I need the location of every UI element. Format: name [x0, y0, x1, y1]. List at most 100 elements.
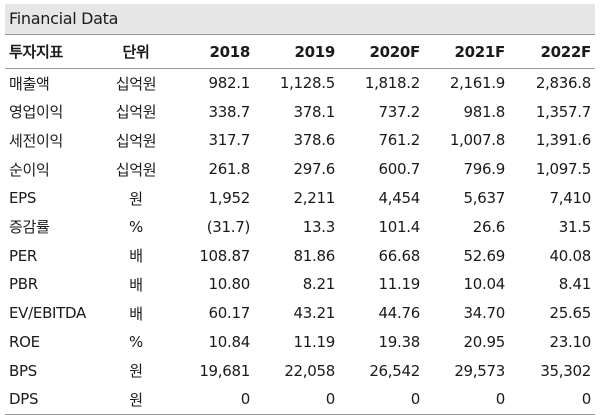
table-cell-value: 108.87 — [199, 246, 250, 265]
table-row: 세전이익 십억원 317.7 378.6 761.2 1,007.8 1,391.6 — [5, 126, 595, 155]
row-unit: 십억원 — [115, 131, 157, 150]
table-cell-value: 8.21 — [302, 275, 336, 294]
table-cell-value: 31.5 — [558, 217, 592, 236]
table-cell-value: 1,391.6 — [535, 131, 591, 150]
row-unit: % — [129, 217, 143, 236]
table-cell-value: 600.7 — [378, 160, 421, 179]
column-header-indicator: 투자지표 — [9, 43, 64, 61]
table-cell-value: 101.4 — [378, 217, 421, 236]
table-cell-value: 761.2 — [378, 131, 421, 150]
row-label: 세전이익 — [9, 131, 64, 150]
row-label: 증감률 — [9, 218, 50, 237]
table-cell-value: 52.69 — [463, 246, 506, 265]
row-unit: 십억원 — [115, 74, 157, 93]
table-cell-value: 378.6 — [293, 131, 336, 150]
table-cell-value: 1,952 — [208, 189, 251, 208]
table-row: EV/EBITDA 배 60.17 43.21 44.76 34.70 25.65 — [5, 299, 595, 328]
table-cell-value: 35,302 — [540, 361, 591, 380]
table-cell-value: 22,058 — [284, 361, 335, 380]
table-cell-value: 0 — [325, 390, 336, 409]
table-cell-value: 2,211 — [293, 189, 336, 208]
row-label: 매출액 — [9, 74, 50, 93]
table-cell-value: 796.9 — [463, 160, 506, 179]
panel-title: Financial Data — [5, 4, 595, 34]
table-row: DPS 원 0 0 0 0 0 — [5, 385, 595, 415]
table-cell-value: 7,410 — [549, 189, 592, 208]
table-cell-value: 0 — [581, 390, 592, 409]
table-row: ROE% 10.84 11.19 19.38 20.95 23.10 — [5, 328, 595, 357]
table-cell-value: 1,128.5 — [279, 74, 335, 93]
table-cell-value: 378.1 — [293, 102, 336, 121]
row-unit: 원 — [129, 189, 143, 208]
table-cell-value: 81.86 — [293, 246, 336, 265]
table-cell-value: 338.7 — [208, 102, 251, 121]
table-cell-value: 2,836.8 — [535, 74, 591, 93]
table-cell-value: 19,681 — [199, 361, 250, 380]
table-cell-value: 11.19 — [293, 333, 336, 352]
row-unit: 원 — [129, 390, 143, 409]
table-cell-value: 10.80 — [208, 275, 251, 294]
table-cell-value: 8.41 — [558, 275, 592, 294]
table-cell-value: 4,454 — [378, 189, 421, 208]
table-cell-value: 20.95 — [463, 333, 506, 352]
column-header-2018: 2018 — [209, 42, 250, 61]
row-label: EV/EBITDA — [9, 304, 86, 323]
row-label: PER — [9, 246, 38, 265]
table-row: PBR 배 10.80 8.21 11.19 10.04 8.41 — [5, 270, 595, 299]
table-cell-value: 44.76 — [378, 304, 421, 323]
table-cell-value: 11.19 — [378, 275, 421, 294]
table-cell-value: 43.21 — [293, 304, 336, 323]
column-header-2021f: 2021F — [454, 42, 506, 61]
row-label: ROE — [9, 333, 40, 352]
row-label: BPS — [9, 361, 37, 380]
table-cell-value: 26.6 — [472, 217, 506, 236]
table-cell-value: 34.70 — [463, 304, 506, 323]
table-cell-value: 40.08 — [549, 246, 592, 265]
table-header-row: 투자지표 단위 2018 2019 2020F 2021F 2022F — [5, 34, 595, 69]
table-cell-value: 297.6 — [293, 160, 336, 179]
table-cell-value: 29,573 — [454, 361, 505, 380]
table-cell-value: 19.38 — [378, 333, 421, 352]
row-label: 영업이익 — [9, 103, 64, 122]
table-cell-value: 317.7 — [208, 131, 251, 150]
table-cell-value: (31.7) — [206, 217, 251, 236]
table-cell-value: 982.1 — [208, 74, 251, 93]
table-row: BPS 원 19,681 22,058 26,542 29,573 35,302 — [5, 356, 595, 385]
table-cell-value: 66.68 — [378, 246, 421, 265]
table-row: PER 배 108.87 81.86 66.68 52.69 40.08 — [5, 241, 595, 270]
column-header-2020f: 2020F — [369, 42, 421, 61]
table-body: 매출액 십억원 982.1 1,128.5 1,818.2 2,161.9 2,836.8 영… — [5, 69, 595, 415]
table-cell-value: 10.04 — [463, 275, 506, 294]
table-cell-value: 25.65 — [549, 304, 592, 323]
row-unit: 배 — [129, 304, 143, 323]
table-row: 매출액 십억원 982.1 1,128.5 1,818.2 2,161.9 2,836.8 — [5, 69, 595, 98]
row-unit: % — [129, 333, 143, 352]
row-label: PBR — [9, 275, 38, 294]
table-cell-value: 60.17 — [208, 304, 251, 323]
table-cell-value: 1,818.2 — [364, 74, 420, 93]
table-cell-value: 26,542 — [369, 361, 420, 380]
table-cell-value: 0 — [240, 390, 251, 409]
table-cell-value: 0 — [495, 390, 506, 409]
table-cell-value: 2,161.9 — [449, 74, 505, 93]
row-label: EPS — [9, 189, 37, 208]
column-header-2019: 2019 — [294, 42, 335, 61]
table-row: EPS 원 1,952 2,211 4,454 5,637 7,410 — [5, 184, 595, 213]
row-label: DPS — [9, 390, 39, 409]
column-header-2022f: 2022F — [540, 42, 592, 61]
table-cell-value: 1,357.7 — [535, 102, 591, 121]
table-cell-value: 10.84 — [208, 333, 251, 352]
table-row: 증감률% (31.7) 13.3 101.4 26.6 31.5 — [5, 212, 595, 241]
row-unit: 원 — [129, 362, 143, 381]
table-row: 순이익 십억원 261.8 297.6 600.7 796.9 1,097.5 — [5, 155, 595, 184]
table-row: 영업이익 십억원 338.7 378.1 737.2 981.8 1,357.7 — [5, 97, 595, 126]
table-cell-value: 261.8 — [208, 160, 251, 179]
table-cell-value: 737.2 — [378, 102, 421, 121]
table-cell-value: 13.3 — [302, 217, 336, 236]
row-unit: 배 — [129, 247, 143, 266]
table-cell-value: 5,637 — [463, 189, 506, 208]
table-cell-value: 1,097.5 — [535, 160, 591, 179]
table-cell-value: 981.8 — [463, 102, 506, 121]
